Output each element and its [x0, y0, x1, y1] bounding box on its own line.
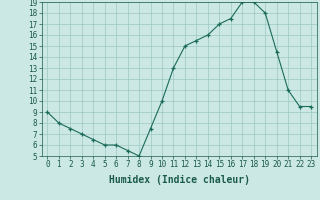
X-axis label: Humidex (Indice chaleur): Humidex (Indice chaleur) — [109, 175, 250, 185]
